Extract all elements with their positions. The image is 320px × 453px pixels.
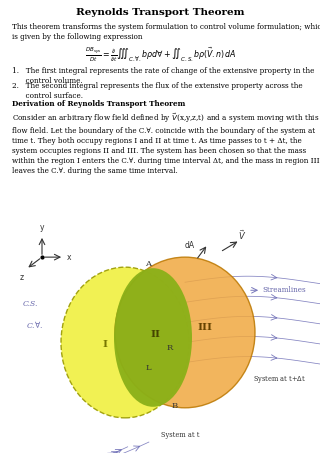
Text: Derivation of Reynolds Transport Theorem: Derivation of Reynolds Transport Theorem [12,101,185,108]
Text: System at t+$\Delta$t: System at t+$\Delta$t [253,374,306,385]
Text: I: I [102,340,108,349]
Ellipse shape [61,267,189,418]
Text: L: L [145,364,151,371]
Text: C.$\forall$.: C.$\forall$. [26,319,44,330]
Text: R: R [167,343,173,352]
Text: C.S.: C.S. [22,300,38,308]
Text: II: II [150,330,160,339]
Text: A: A [145,260,151,268]
Text: dA: dA [185,241,195,250]
Text: x: x [67,253,71,262]
Text: Streamlines: Streamlines [262,286,306,294]
Text: $\frac{DB_{sys}}{Dt}=\frac{\partial}{\partial t}\int\!\!\int\!\!\int_{C.\forall.: $\frac{DB_{sys}}{Dt}=\frac{\partial}{\pa… [84,45,236,63]
Text: z: z [20,273,24,282]
Ellipse shape [114,268,192,407]
Text: Consider an arbitrary flow field defined by $\vec{V}$(x,y,z,t) and a system movi: Consider an arbitrary flow field defined… [12,111,320,175]
Text: Reynolds Transport Theorem: Reynolds Transport Theorem [76,8,244,17]
Text: III: III [197,323,212,332]
Text: 1.   The first integral represents the rate of change of the extensive property : 1. The first integral represents the rat… [12,67,314,85]
Text: System at t: System at t [161,431,199,439]
Text: y: y [40,223,44,232]
Ellipse shape [115,257,255,408]
Text: This theorem transforms the system formulation to control volume formulation; wh: This theorem transforms the system formu… [12,23,320,41]
Text: $\vec{V}$: $\vec{V}$ [238,228,246,242]
Text: 2.   The second integral represents the flux of the extensive property across th: 2. The second integral represents the fl… [12,82,303,100]
Text: B: B [172,402,178,410]
